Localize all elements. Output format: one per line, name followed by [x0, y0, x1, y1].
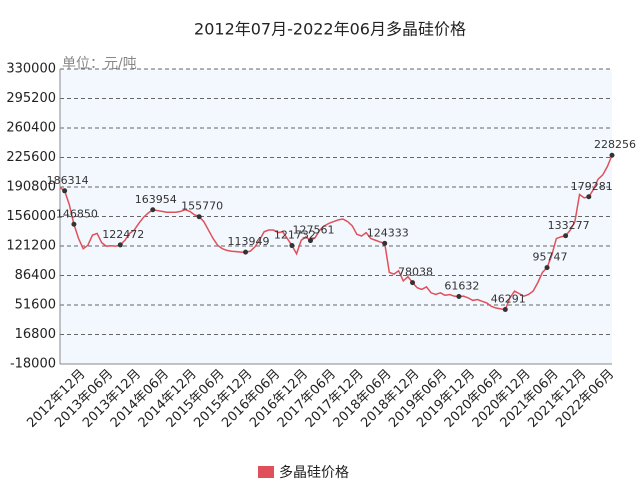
point-marker [586, 194, 592, 200]
y-tick-label: 225600 [6, 150, 56, 165]
y-tick-label: 330000 [6, 62, 56, 77]
data-label: 78038 [398, 266, 433, 279]
point-marker [502, 307, 508, 313]
point-marker [71, 221, 77, 227]
data-label: 186314 [47, 174, 89, 187]
data-label: 127561 [292, 224, 334, 237]
y-tick-label: 51600 [15, 298, 56, 313]
data-label: 155770 [181, 200, 223, 213]
point-marker [456, 293, 462, 299]
point-marker [410, 280, 416, 286]
data-label: 113949 [228, 235, 270, 248]
point-marker [382, 240, 388, 246]
y-tick-label: 121200 [6, 239, 56, 254]
y-tick-label: 156000 [6, 209, 56, 224]
data-label: 179281 [571, 180, 613, 193]
data-label: 95747 [533, 251, 568, 264]
data-label: 228256 [594, 138, 636, 151]
data-label: 146850 [56, 207, 98, 220]
point-marker [544, 265, 550, 271]
legend-label: 多晶硅价格 [279, 464, 349, 481]
chart-title: 2012年07月-2022年06月多晶硅价格 [194, 20, 466, 39]
y-tick-label: 295200 [6, 91, 56, 106]
point-marker [307, 238, 313, 244]
data-label: 46291 [491, 293, 526, 306]
data-label: 163954 [135, 193, 177, 206]
point-marker [563, 233, 569, 239]
legend-swatch [258, 466, 274, 478]
y-unit: 单位：元/吨 [62, 56, 137, 72]
point-marker [196, 214, 202, 220]
y-tick-label: 16800 [15, 327, 56, 342]
y-tick-label: 260400 [6, 121, 56, 136]
data-label: 124333 [367, 226, 409, 239]
point-marker [243, 249, 249, 255]
y-tick-label: 190800 [6, 180, 56, 195]
point-marker [289, 243, 295, 249]
y-tick-label: -18000 [10, 357, 56, 372]
data-label: 121732 [274, 229, 316, 242]
y-tick-label: 86400 [15, 268, 56, 283]
point-marker [609, 152, 615, 158]
data-label: 61632 [444, 279, 479, 292]
point-marker [117, 242, 123, 248]
data-label: 133277 [548, 219, 590, 232]
point-marker [62, 188, 68, 194]
data-label: 122472 [102, 228, 144, 241]
point-marker [150, 207, 156, 213]
